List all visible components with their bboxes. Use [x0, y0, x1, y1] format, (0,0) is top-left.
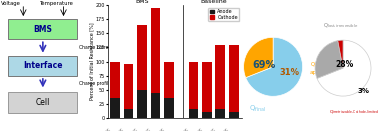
Y-axis label: Percent of Initial Resistance [%]: Percent of Initial Resistance [%]	[89, 23, 94, 100]
Bar	[229, 45, 239, 112]
Legend: Anode, Cathode: Anode, Cathode	[208, 8, 240, 21]
Text: Interface: Interface	[23, 61, 63, 70]
Text: Q$_{\mathrm{lost,}}$
app: Q$_{\mathrm{lost,}}$ app	[310, 61, 324, 75]
Bar	[151, 92, 161, 118]
Bar	[124, 64, 133, 110]
Text: Charge current: Charge current	[79, 45, 113, 50]
Bar	[110, 62, 120, 98]
Text: Baseline: Baseline	[200, 0, 227, 4]
Text: Q$_{\mathrm{lost, irreversible}}$: Q$_{\mathrm{lost, irreversible}}$	[322, 22, 358, 30]
Text: Q$_{\mathrm{final}}$: Q$_{\mathrm{final}}$	[249, 104, 267, 114]
Bar	[202, 62, 212, 112]
Text: Q$_{\mathrm{irretrievable, Cathode\text{-}limited}}$: Q$_{\mathrm{irretrievable, Cathode\text{…	[329, 109, 378, 116]
Wedge shape	[244, 37, 273, 78]
Bar	[189, 62, 198, 110]
Bar	[215, 110, 225, 118]
Bar	[202, 112, 212, 118]
Wedge shape	[315, 41, 343, 78]
Bar	[137, 25, 147, 90]
FancyBboxPatch shape	[8, 92, 77, 113]
Bar	[137, 90, 147, 118]
FancyBboxPatch shape	[8, 56, 77, 76]
Text: 3%: 3%	[357, 88, 369, 94]
Wedge shape	[317, 40, 371, 96]
Bar	[151, 8, 161, 92]
Bar	[110, 98, 120, 118]
Text: 28%: 28%	[335, 60, 353, 69]
Bar	[215, 45, 225, 110]
Bar	[229, 112, 239, 118]
Bar	[124, 110, 133, 118]
Wedge shape	[338, 40, 343, 68]
Text: Temperature: Temperature	[40, 1, 74, 6]
Text: BMS: BMS	[135, 0, 149, 4]
Bar	[164, 98, 174, 118]
Text: BMS: BMS	[33, 25, 52, 34]
Text: 69%: 69%	[253, 60, 276, 70]
Wedge shape	[246, 37, 302, 96]
Text: Cell: Cell	[36, 98, 50, 107]
Bar	[164, 62, 174, 98]
Bar	[189, 110, 198, 118]
Text: Charge profile: Charge profile	[79, 81, 112, 86]
FancyBboxPatch shape	[8, 19, 77, 39]
Text: Voltage: Voltage	[1, 1, 21, 6]
Text: 31%: 31%	[279, 68, 299, 77]
